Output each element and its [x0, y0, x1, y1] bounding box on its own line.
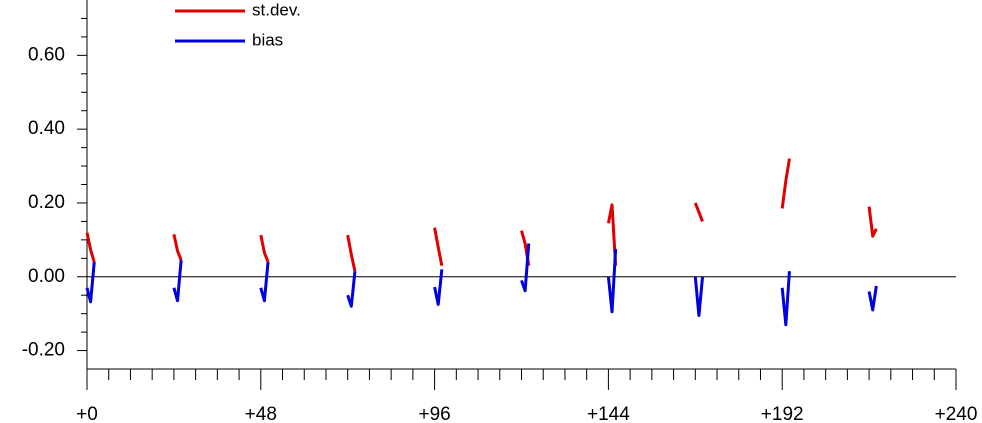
y-tick-label: 0.60: [28, 44, 65, 65]
x-tick-label: +48: [245, 404, 277, 423]
legend-label: st.dev.: [252, 0, 301, 19]
x-tick-label: +144: [587, 404, 630, 423]
y-tick-label: 0.00: [28, 266, 65, 287]
y-tick-label: 0.40: [28, 118, 65, 139]
y-tick-label: 0.20: [28, 192, 65, 213]
series-line: [85, 158, 878, 272]
series-line: [85, 243, 878, 327]
x-tick-label: +192: [761, 404, 804, 423]
legend-label: bias: [252, 30, 283, 49]
y-tick-label: -0.20: [22, 340, 65, 361]
x-tick-label: +240: [935, 404, 978, 423]
x-tick-label: +0: [76, 404, 98, 423]
x-tick-label: +96: [418, 404, 450, 423]
